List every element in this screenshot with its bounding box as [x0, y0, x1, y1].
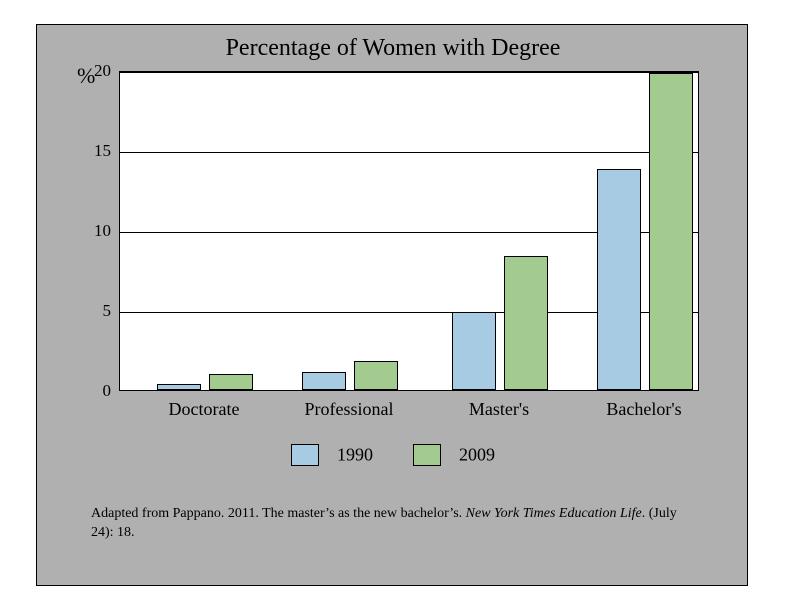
bar — [302, 372, 346, 390]
bar — [649, 73, 693, 390]
legend-label-2009: 2009 — [459, 444, 495, 464]
legend-swatch-1990 — [291, 444, 319, 466]
y-tick: 10 — [71, 221, 111, 241]
bar — [504, 256, 548, 390]
y-tick: 20 — [71, 61, 111, 81]
source-caption: Adapted from Pappano. 2011. The master’s… — [91, 505, 701, 543]
chart-frame: Percentage of Women with Degree % 051015… — [36, 24, 748, 586]
y-tick: 5 — [71, 301, 111, 321]
chart-title: Percentage of Women with Degree — [37, 35, 749, 62]
legend-swatch-2009 — [413, 444, 441, 466]
legend-item-2009: 2009 — [413, 443, 495, 466]
x-category: Master's — [469, 399, 529, 420]
caption-italic: New York Times Education Life — [466, 506, 642, 521]
x-category: Professional — [305, 399, 394, 420]
x-category: Doctorate — [169, 399, 240, 420]
legend-item-1990: 1990 — [291, 443, 373, 466]
legend-label-1990: 1990 — [337, 444, 373, 464]
bar — [597, 169, 641, 390]
gridline — [120, 72, 698, 73]
bar — [157, 384, 201, 390]
bar — [354, 361, 398, 390]
y-tick: 0 — [71, 381, 111, 401]
bar — [452, 312, 496, 390]
legend: 1990 2009 — [37, 443, 749, 466]
gridline — [120, 152, 698, 153]
x-category: Bachelor's — [606, 399, 681, 420]
caption-prefix: Adapted from Pappano. 2011. The master’s… — [91, 506, 466, 521]
y-tick: 15 — [71, 141, 111, 161]
plot-area — [119, 71, 699, 391]
bar — [209, 374, 253, 390]
